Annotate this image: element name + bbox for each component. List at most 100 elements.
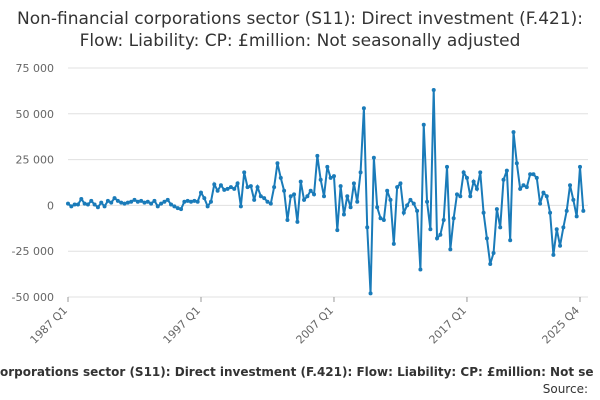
data-point [79,196,84,201]
data-point [235,181,240,186]
data-point [365,225,370,230]
data-point [381,218,386,223]
data-point [192,198,197,203]
data-point [484,236,489,241]
data-point [504,168,509,173]
y-tick-label: 25 000 [16,154,55,167]
data-point [112,196,117,201]
data-point [401,210,406,215]
data-point [312,192,317,197]
data-point [531,172,536,177]
data-point [405,203,410,208]
data-point [438,232,443,237]
data-point [431,87,436,92]
data-point [391,241,396,246]
data-point [328,175,333,180]
data-point [375,205,380,210]
data-point [481,210,486,215]
footer-text: orporations sector (S11): Direct investm… [0,365,594,379]
data-point [162,199,167,204]
data-point [265,199,270,204]
data-point [564,208,569,213]
data-point [189,199,194,204]
data-point [72,202,77,207]
x-tick-label: 2025 Q4 [540,304,583,347]
data-point [561,225,566,230]
data-point [551,252,556,257]
data-point [215,188,220,193]
data-point [66,201,70,206]
data-point [398,181,403,186]
data-point [248,184,253,189]
y-tick-label: 0 [47,199,54,212]
data-point [574,214,579,219]
data-point [315,153,320,158]
data-point [518,186,523,191]
data-point [361,106,366,111]
data-point [348,205,353,210]
data-point [218,183,223,188]
data-point [298,179,303,184]
x-tick-label: 2007 Q1 [294,304,337,347]
data-point [461,170,466,175]
data-point [129,199,134,204]
data-point [262,196,267,201]
data-point [571,197,576,202]
data-point [448,247,453,252]
y-tick-label: 50 000 [16,108,55,121]
data-point [308,188,313,193]
data-point [511,130,516,135]
data-point [272,185,277,190]
data-point [185,198,190,203]
data-point [358,170,363,175]
data-point [99,200,104,205]
data-point [109,200,114,205]
data-point [232,186,237,191]
data-point [464,175,469,180]
data-point [441,218,446,223]
data-point [105,198,110,203]
data-point [85,202,90,207]
data-point [202,196,207,201]
data-point [152,198,157,203]
data-point [119,200,124,205]
chart-title: Non-financial corporations sector (S11):… [17,9,583,51]
data-point [142,200,147,205]
data-point [514,161,519,166]
x-tick-label: 1987 Q1 [28,304,71,347]
x-tick-label: 1997 Q1 [161,304,204,347]
data-point [305,194,310,199]
data-point [238,204,243,209]
data-point [388,197,393,202]
data-point [288,194,293,199]
data-point [69,204,74,209]
data-point [578,164,582,169]
data-point [451,216,456,221]
data-point [139,198,144,203]
data-point [292,192,297,197]
data-point [331,174,336,179]
series-line [67,89,585,294]
data-point [122,201,127,206]
data-point [165,197,170,202]
data-point [252,197,257,202]
data-point [145,199,150,204]
data-point [295,219,300,224]
data-point [115,198,120,203]
data-point [534,175,539,180]
data-point [488,262,493,267]
data-point [491,251,496,256]
data-point [258,194,263,199]
data-point [341,212,346,217]
data-point [474,186,479,191]
y-tick-label: -50 000 [12,291,54,304]
data-point [149,201,154,206]
data-point [454,192,459,197]
y-tick-label: 75 000 [16,62,55,75]
data-point [471,179,476,184]
data-point [411,201,416,206]
data-point [182,199,187,204]
data-point [228,185,233,190]
data-point [498,225,503,230]
